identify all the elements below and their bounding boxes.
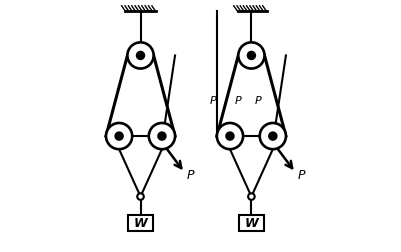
Circle shape [259, 123, 285, 149]
Text: P: P [234, 96, 241, 106]
Circle shape [216, 123, 243, 149]
Text: P: P [187, 169, 194, 182]
Circle shape [148, 123, 174, 149]
Text: W: W [133, 216, 147, 230]
Text: W: W [244, 216, 257, 230]
Bar [238, 215, 263, 231]
Circle shape [247, 193, 254, 200]
Circle shape [158, 132, 166, 140]
Bar [128, 215, 153, 231]
Text: P: P [209, 96, 216, 106]
Circle shape [115, 132, 123, 140]
Circle shape [127, 42, 153, 69]
Circle shape [268, 132, 276, 140]
Circle shape [136, 51, 144, 59]
Text: P: P [255, 96, 261, 106]
Circle shape [225, 132, 233, 140]
Text: P: P [297, 169, 305, 182]
Circle shape [238, 42, 264, 69]
Circle shape [106, 123, 132, 149]
Circle shape [247, 51, 255, 59]
Circle shape [137, 193, 144, 200]
